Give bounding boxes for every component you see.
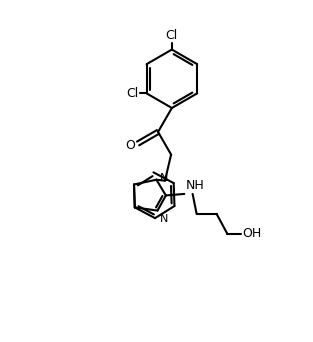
Text: N: N: [160, 173, 168, 183]
Text: OH: OH: [243, 227, 262, 240]
Text: O: O: [125, 139, 135, 152]
Text: N: N: [160, 214, 168, 224]
Text: NH: NH: [186, 180, 205, 193]
Text: Cl: Cl: [126, 87, 138, 100]
Text: Cl: Cl: [166, 29, 178, 42]
